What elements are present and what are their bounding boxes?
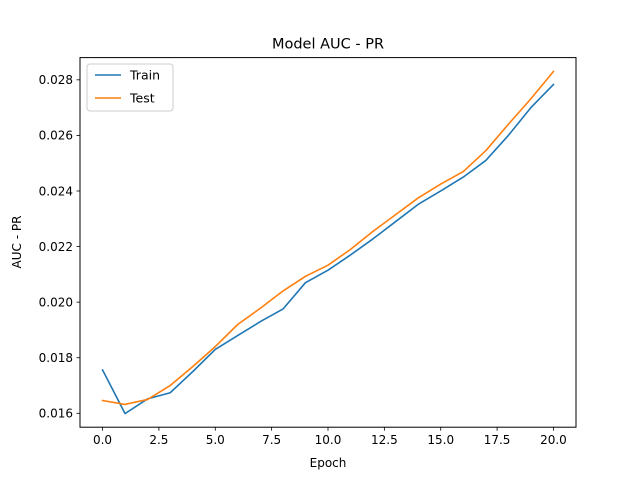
y-tick-label: 0.018 [39, 351, 73, 365]
x-tick-label: 17.5 [484, 433, 511, 447]
plot-area [80, 57, 576, 428]
y-tick-label: 0.024 [39, 184, 73, 198]
y-tick-label: 0.026 [39, 129, 73, 143]
plot-frame [79, 57, 577, 428]
x-tick-label: 5.0 [206, 433, 225, 447]
x-tick-label: 12.5 [371, 433, 398, 447]
y-tick-label: 0.020 [39, 295, 73, 309]
y-axis-ticks: 0.016 0.018 0.020 0.022 0.024 0.026 0.028 [39, 73, 80, 421]
series-line-train [101, 83, 555, 415]
legend-label-train: Train [129, 68, 160, 83]
legend: Train Test [86, 63, 174, 112]
chart-title: Model AUC - PR [272, 37, 384, 53]
series-layer [101, 70, 555, 415]
y-tick-label: 0.022 [39, 240, 73, 254]
x-tick-label: 2.5 [149, 433, 168, 447]
legend-label-test: Test [129, 91, 155, 106]
y-axis-label: AUC - PR [10, 216, 24, 269]
x-tick-label: 7.5 [262, 433, 281, 447]
x-tick-label: 0.0 [93, 433, 112, 447]
x-axis-label: Epoch [310, 456, 347, 470]
x-tick-label: 20.0 [540, 433, 567, 447]
y-tick-label: 0.028 [39, 73, 73, 87]
x-tick-label: 10.0 [315, 433, 342, 447]
x-tick-label: 15.0 [427, 433, 454, 447]
y-tick-label: 0.016 [39, 407, 73, 421]
series-line-test [101, 70, 555, 406]
x-axis-ticks: 0.0 2.5 5.0 7.5 10.0 12.5 15.0 17.5 20.0 [93, 427, 567, 447]
